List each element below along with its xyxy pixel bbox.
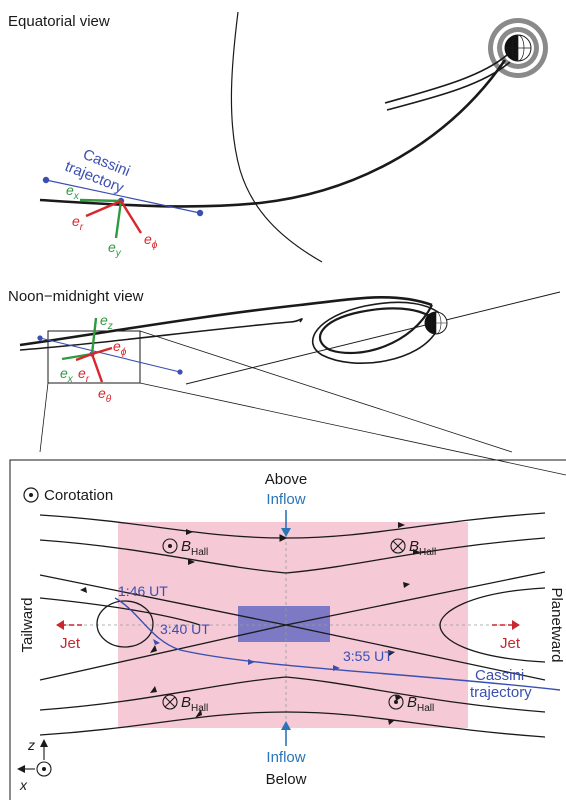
arrow-fl-11 <box>195 709 202 718</box>
zoom-line-top <box>139 330 513 453</box>
bhall-top-right: BHall <box>390 538 436 558</box>
field-line-noon-lower <box>19 318 303 351</box>
svg-text:BHall: BHall <box>407 694 434 714</box>
vector-ey-eq <box>114 200 123 239</box>
cassini-trajectory-noon <box>39 337 181 373</box>
axis-x-label: x <box>19 777 28 793</box>
trajectory-zoom-label-2: trajectory <box>470 684 532 701</box>
corotation-symbol <box>23 487 39 503</box>
cassini-trajectory-line <box>45 179 201 214</box>
boundary-curve <box>230 11 323 263</box>
equatorial-view-title: Equatorial view <box>8 13 110 30</box>
arrow-fl-6 <box>80 587 87 593</box>
vector-label-ey-eq: ey <box>108 239 122 259</box>
vector-ex-eq <box>79 198 122 203</box>
vector-label-er-eq: er <box>72 213 84 233</box>
field-line-top-inner <box>39 537 546 574</box>
vector-er-noon <box>75 352 93 362</box>
bhall-bottom-left: BHall <box>162 694 208 714</box>
inflow-top-arrowhead <box>281 528 291 537</box>
field-line-bottom-outer <box>39 711 546 738</box>
plasmoid-loop <box>96 600 154 648</box>
jet-left-label: Jet <box>60 635 81 652</box>
planetward-label: Planetward <box>548 587 565 662</box>
arrow-fl-5 <box>403 582 410 588</box>
vector-label-ephi-noon: eϕ <box>113 338 127 358</box>
field-line-left-flank <box>39 597 201 626</box>
time-label-146: 1:46 UT <box>118 583 168 599</box>
vector-label-ex-eq: ex <box>66 182 80 202</box>
equatorial-plane-line <box>185 291 561 385</box>
field-line-top-outer <box>39 512 546 542</box>
vector-etheta-noon <box>90 353 104 383</box>
field-line-right-loop <box>439 587 546 663</box>
svg-text:BHall: BHall <box>409 538 436 558</box>
trajectory-point-end <box>196 209 204 217</box>
equatorial-view-panel: Equatorial view Cassini trajectory <box>8 11 548 263</box>
arrow-fl-9 <box>150 686 157 693</box>
time-label-355: 3:55 UT <box>343 648 393 664</box>
arrow-fl-7 <box>150 645 157 653</box>
vector-ephi-noon <box>91 346 113 356</box>
arrow-fl-2 <box>398 522 405 528</box>
arrow-fl-4 <box>413 549 420 555</box>
arrow-fl-3 <box>188 559 195 565</box>
inflow-top-label: Inflow <box>266 491 305 508</box>
time-label-340: 3:40 UT <box>160 621 210 637</box>
above-label: Above <box>265 471 308 488</box>
trajectory-zoom-label-1: Cassini <box>475 667 524 684</box>
svg-text:BHall: BHall <box>181 538 208 558</box>
noon-midnight-view-title: Noon−midnight view <box>8 288 144 305</box>
field-line-equatorial-upper-a <box>384 54 508 104</box>
axis-z-label: z <box>27 737 35 753</box>
svg-text:BHall: BHall <box>181 694 208 714</box>
vector-label-etheta-noon: eθ <box>98 385 112 405</box>
field-line-noon-upper <box>19 296 433 347</box>
jet-left-arrowhead <box>56 620 64 630</box>
vector-label-ez-noon: ez <box>100 312 113 332</box>
inflow-bottom-label: Inflow <box>266 749 305 766</box>
inflow-bottom-arrowhead <box>281 721 291 730</box>
vector-label-ex-noon: ex <box>60 365 74 385</box>
bhall-top-left: BHall <box>162 538 208 558</box>
field-line-equatorial-upper-b <box>386 61 511 111</box>
vector-ephi-eq <box>119 200 143 234</box>
jet-right-label: Jet <box>500 635 521 652</box>
vector-label-ephi-eq: eϕ <box>144 231 158 251</box>
jet-right-arrowhead <box>512 620 520 630</box>
field-line-loop-b <box>311 301 444 364</box>
saturn-small-icon <box>424 311 448 335</box>
vector-label-er-noon: er <box>78 365 90 385</box>
bhall-bottom-right: BHall <box>388 694 434 714</box>
vector-ez-noon <box>90 317 98 355</box>
tailward-label: Tailward <box>19 597 36 652</box>
field-line-loop-a <box>319 304 439 355</box>
vector-er-eq <box>85 199 122 218</box>
trajectory-point-noon-start <box>37 335 43 341</box>
coordinate-axes: z x <box>17 737 52 793</box>
reconnection-frame <box>9 459 566 800</box>
corotation-label: Corotation <box>44 487 113 504</box>
trajectory-point-noon-end <box>177 369 183 375</box>
separatrix-b <box>39 571 546 681</box>
zoom-line-left <box>39 382 49 453</box>
zoom-line-right <box>139 382 566 476</box>
below-label: Below <box>266 771 307 788</box>
reconnection-panel: 1:46 UT 3:40 UT 3:55 UT Cassini trajecto… <box>9 459 566 800</box>
arrow-fl-8 <box>388 650 395 656</box>
cassini-trajectory-zoom <box>114 597 561 691</box>
arrow-fl-12 <box>388 719 395 725</box>
field-line-bottom-inner <box>39 676 546 713</box>
trajectory-point-start <box>42 176 50 184</box>
noon-midnight-view-panel: Noon−midnight view ez <box>8 288 566 476</box>
arrow-fl-1 <box>186 529 193 535</box>
